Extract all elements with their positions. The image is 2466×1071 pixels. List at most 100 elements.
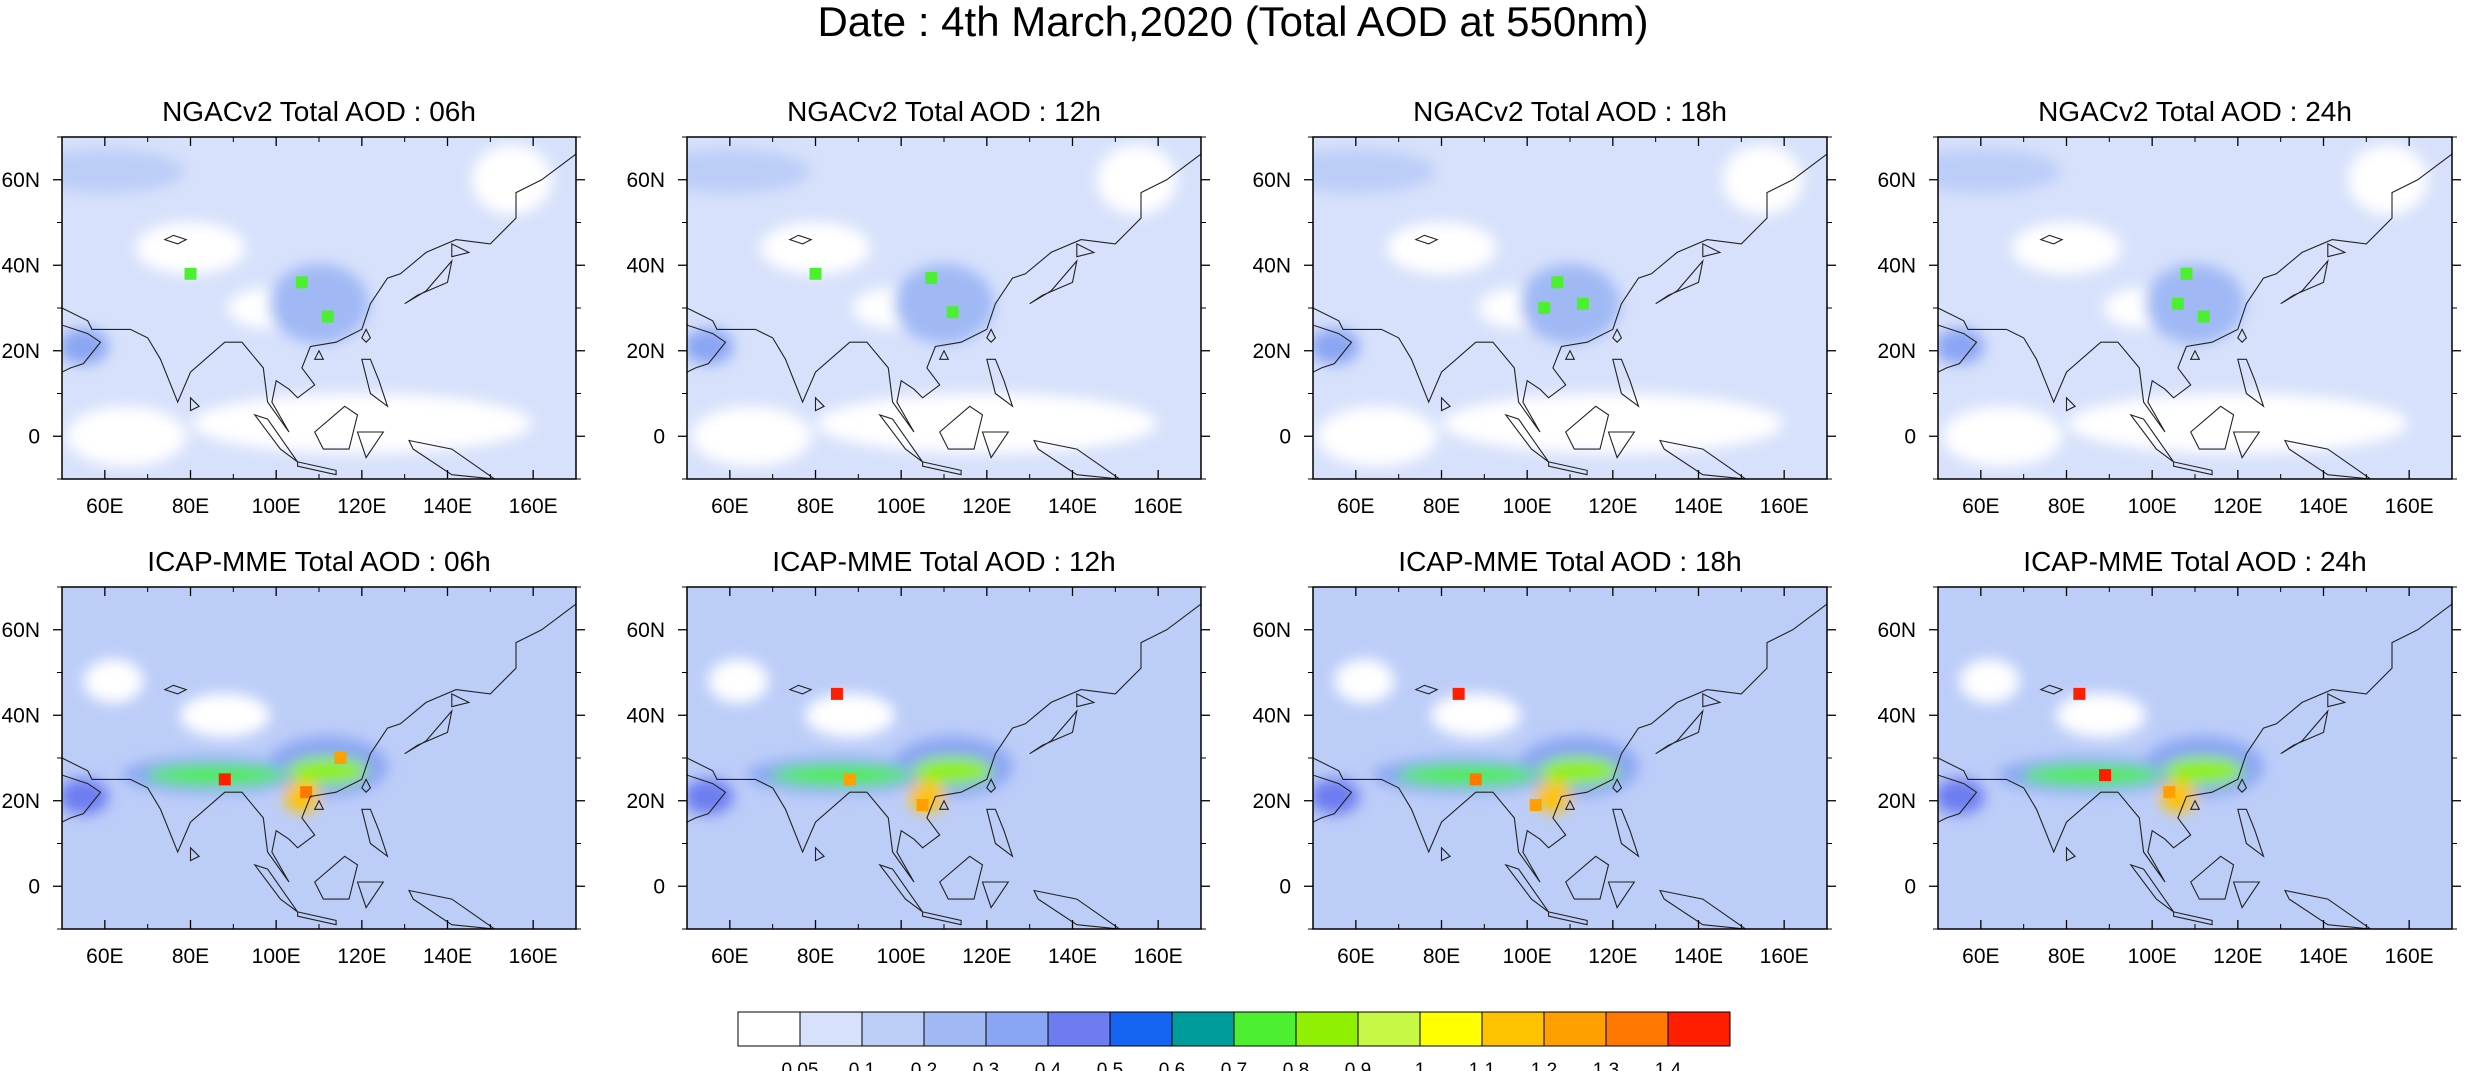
lat-tick-label: 60N [626, 169, 665, 192]
lon-tick-label: 100E [2128, 945, 2177, 968]
colorbar: 0.05 0.1 0.2 0.3 0.4 0.5 0.6 0.7 0.8 0.9 1 1.1 1.2 1.… [737, 1011, 1731, 1071]
aod-hotspot-3 [334, 752, 347, 764]
lon-tick-label: 100E [252, 495, 301, 518]
coastlines [62, 587, 576, 929]
aod-hotspot-2 [2171, 297, 2184, 310]
lat-tick-label: 60N [1, 619, 40, 642]
lon-tick-label: 100E [252, 945, 301, 968]
colorbar-swatch [799, 1011, 863, 1047]
colorbar-swatch [923, 1011, 987, 1047]
lat-tick-label: 20N [1, 340, 40, 363]
aod-hotspot-2 [2099, 769, 2112, 782]
lon-tick-label: 160E [2385, 945, 2434, 968]
lon-tick-label: 120E [337, 945, 386, 968]
colorbar-label: 0.1 [849, 1060, 875, 1071]
aod-field [1938, 137, 2452, 479]
lon-tick-label: 140E [1048, 495, 1097, 518]
lat-tick-label: 0 [653, 425, 665, 448]
aod-hotspot-2 [295, 276, 308, 289]
aod-field [1313, 137, 1827, 479]
colorbar-swatch [1295, 1011, 1359, 1047]
aod-hotspot-3 [1538, 302, 1551, 314]
lat-tick-label: 40N [1877, 254, 1916, 277]
aod-field [1313, 587, 1827, 929]
map-panel-icap-mme-4: 60E 80E 100E 120E 140E 160E 60N 40N 20N 0 ICAP-MME… [1877, 546, 2461, 968]
lon-tick-label: 140E [423, 495, 472, 518]
lat-tick-label: 20N [1252, 790, 1291, 813]
lon-tick-label: 100E [1503, 495, 1552, 518]
panel-title: ICAP-MME Total AOD : 24h [2023, 546, 2366, 577]
aod-hotspot-2 [1576, 297, 1589, 310]
lon-tick-label: 60E [1337, 495, 1374, 518]
colorbar-label: 1 [1415, 1060, 1426, 1071]
coastlines [62, 137, 576, 479]
lat-tick-label: 0 [653, 875, 665, 898]
aod-hotspot-2 [1469, 773, 1482, 786]
lon-tick-label: 60E [86, 945, 123, 968]
aod-hotspot-3 [1529, 799, 1542, 812]
coastlines [1313, 137, 1827, 479]
aod-hotspot-3 [2197, 310, 2210, 323]
colorbar-swatch [1419, 1011, 1483, 1047]
colorbar-label: 1.1 [1469, 1060, 1495, 1071]
aod-hotspot-1 [809, 267, 822, 280]
lat-tick-label: 40N [1, 254, 40, 277]
colorbar-label: 0.6 [1159, 1060, 1185, 1071]
lon-tick-label: 100E [877, 945, 926, 968]
aod-hotspot-2 [843, 773, 856, 786]
lon-tick-label: 120E [2213, 945, 2262, 968]
map-panel-icap-mme-1: 60E 80E 100E 120E 140E 160E 60N 40N 20N 0 ICAP-MME… [1, 546, 585, 968]
lon-tick-label: 160E [1134, 945, 1183, 968]
colorbar-label: 1.3 [1593, 1060, 1619, 1071]
colorbar-label: 0.3 [973, 1060, 999, 1071]
lon-tick-label: 80E [2048, 945, 2085, 968]
lon-tick-label: 60E [1962, 495, 1999, 518]
colorbar-label: 0.05 [782, 1060, 819, 1071]
lat-tick-label: 60N [1877, 619, 1916, 642]
lon-tick-label: 60E [711, 945, 748, 968]
figure-title: Date : 4th March,2020 (Total AOD at 550n… [817, 0, 1649, 45]
lon-tick-label: 80E [797, 495, 834, 518]
colorbar-swatch [1233, 1011, 1297, 1047]
lon-tick-label: 60E [1337, 945, 1374, 968]
coastlines [687, 587, 1201, 929]
lon-tick-label: 60E [711, 495, 748, 518]
lon-tick-label: 140E [1674, 945, 1723, 968]
lon-tick-label: 140E [2299, 495, 2348, 518]
lon-tick-label: 160E [509, 945, 558, 968]
aod-hotspot-3 [916, 799, 929, 812]
lon-tick-label: 160E [1760, 945, 1809, 968]
colorbar-label: 0.8 [1283, 1060, 1309, 1071]
lat-tick-label: 40N [1252, 254, 1291, 277]
lon-tick-label: 80E [2048, 495, 2085, 518]
colorbar-swatch [1171, 1011, 1235, 1047]
lat-tick-label: 40N [1252, 704, 1291, 727]
lon-tick-label: 120E [962, 495, 1011, 518]
panel-title: NGACv2 Total AOD : 06h [162, 96, 476, 127]
aod-field [62, 137, 576, 479]
lat-tick-label: 0 [1279, 875, 1291, 898]
lat-tick-label: 20N [1877, 790, 1916, 813]
colorbar-label: 0.2 [911, 1060, 937, 1071]
aod-hotspot-1 [1551, 276, 1564, 289]
aod-hotspot-3 [946, 306, 959, 319]
lon-tick-label: 80E [1423, 495, 1460, 518]
aod-hotspot-1 [184, 267, 197, 280]
colorbar-swatch [1605, 1011, 1669, 1047]
lat-tick-label: 0 [28, 425, 40, 448]
lon-tick-label: 120E [337, 495, 386, 518]
aod-hotspot-3 [2163, 786, 2176, 799]
map-panel-ngacv2-1: 60E 80E 100E 120E 140E 160E 60N 40N 20N 0 NGACv2 T… [1, 96, 585, 518]
lon-tick-label: 60E [86, 495, 123, 518]
lon-tick-label: 120E [2213, 495, 2262, 518]
lon-tick-label: 80E [797, 945, 834, 968]
aod-hotspot-1 [2180, 267, 2193, 280]
colorbar-label: 0.7 [1221, 1060, 1247, 1071]
aod-hotspot-1 [218, 773, 231, 786]
lat-tick-label: 40N [626, 704, 665, 727]
lat-tick-label: 60N [626, 619, 665, 642]
lon-tick-label: 140E [2299, 945, 2348, 968]
aod-hotspot-3 [321, 310, 334, 323]
lon-tick-label: 80E [1423, 945, 1460, 968]
